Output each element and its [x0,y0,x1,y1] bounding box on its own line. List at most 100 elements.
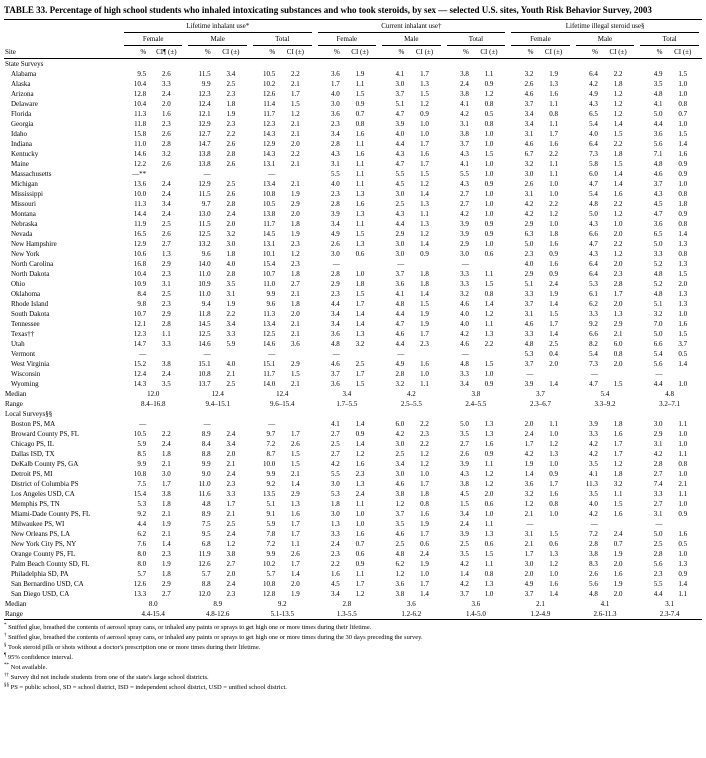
percent-value-cell: 10.0 [262,459,276,468]
percent-value-cell: 5.0 [524,239,534,248]
ci-value-cell: 1.1 [484,559,494,568]
ci-value-cell: 3.8 [161,489,171,498]
ci-value-cell: 0.9 [484,379,494,388]
ci-value-cell: 2.1 [226,509,236,518]
summary-row: Range 8.4–16.8 9.4–15.1 9.6–15.4 1.7–5.5 2.5–… [4,399,702,409]
percent-value-cell: 2.9 [395,229,405,238]
percent-value-cell: 4.6 [460,339,469,348]
ci-value-cell: 3.8 [226,549,236,558]
percent-value-cell: 5.2 [653,259,663,268]
percent-value-cell: 3.7 [653,179,663,188]
summary-value-cell: 2.5–5.5 [400,399,422,408]
ci-value-cell: 2.0 [613,259,623,268]
footnote-marker: § [4,642,7,648]
table-row: Nevada 16.5 2.6 12.5 3.2 14.5 1.9 4.9 1.5 2.9 1.2 3… [4,229,702,239]
percent-value-cell: 10.8 [262,579,276,588]
ci-value-cell: 1.3 [678,289,688,298]
summary-value-cell: 2.6-11.3 [593,609,617,618]
ci-value-cell: 1.2 [613,249,623,258]
percent-value-cell: 5.6 [653,359,663,368]
ci-value-cell: 1.0 [420,469,429,478]
summary-value-cell: 1.3-5.5 [336,609,357,618]
table-row: Tennessee 12.1 2.8 14.5 3.4 13.4 2.1 3.4 1.4 4.7 1… [4,319,702,329]
table-row: Miami-Dade County PS, FL 9.2 2.1 8.9 2.1 9.1 1… [4,509,702,519]
summary-row: Median 12.0 12.4 12.4 3.4 4.2 3.8 3.7 5.4 4.8 [4,389,702,399]
ci-value-cell: 1.9 [291,189,300,198]
ci-value-cell: 1.6 [549,489,558,498]
ci-value-cell: 1.9 [420,519,429,528]
percent-value-cell: 3.5 [589,489,598,498]
ci-value-cell: 1.0 [678,89,688,98]
ci-value-cell: 1.5 [484,359,494,368]
percent-value-cell: 5.3 [589,279,598,288]
percent-value-cell: 12.1 [198,109,211,118]
percent-value-cell: 3.6 [653,219,663,228]
ci-value-cell: 1.1 [484,459,494,468]
summary-value-cell: 1.4-5.0 [465,609,486,618]
percent-value-cell: 5.1 [653,299,663,308]
percent-value-cell: 10.8 [198,369,211,378]
percent-value-cell: 3.0 [331,509,340,518]
percent-value-cell: 4.4 [653,589,663,598]
ci-value-cell: 3.4 [226,69,236,78]
percent-value-cell: 11.0 [198,269,211,278]
percent-value-cell: 12.9 [133,239,147,248]
ci-value-cell: 6.0 [613,339,623,348]
percent-value-cell: 3.4 [524,119,534,128]
percent-value-cell: 3.9 [524,379,534,388]
footnote: † Sniffed glue, breathed the contents of… [4,632,423,641]
ci-value-cell: 1.0 [484,589,494,598]
percent-value-cell: 10.7 [262,269,276,278]
ci-value-cell: 1.3 [484,419,494,428]
percent-value-cell: 7.6 [137,539,147,548]
percent-value-cell: 4.8 [395,549,405,558]
percent-value-cell: 3.7 [395,509,405,518]
ci-value-cell: 2.9 [291,489,300,498]
percent-value-cell: 5.6 [653,559,663,568]
percent-value-cell: 14.3 [262,149,276,158]
percent-value-cell: 13.3 [133,589,147,598]
ci-value-cell: 1.8 [613,149,623,158]
percent-value-cell: 5.1 [395,99,405,108]
footnote-marker: †† [4,673,9,679]
ci-value-cell: 1.3 [291,499,300,508]
ci-value-cell: 0.9 [549,249,558,258]
summary-value-cell: 2.3–6.7 [529,399,551,408]
ci-header: CI (±) [276,45,315,59]
percent-value-cell: 4.4 [137,519,147,528]
percent-value-cell: 3.6 [524,479,534,488]
percent-value-cell: 14.3 [133,379,147,388]
percent-value-cell: 6.4 [589,69,598,78]
ci-value-cell: 0.7 [613,539,623,548]
site-cell: Nebraska [11,219,38,228]
percent-value-cell: 5.3 [137,499,147,508]
percent-value-cell: 15.1 [198,359,211,368]
ci-value-cell: 1.1 [678,589,688,598]
percent-value-cell: 7.5 [201,519,211,528]
ci-value-cell: 3.3 [226,329,236,338]
table-row: DeKalb County PS, GA 9.9 2.1 9.9 2.1 10.0 1.5 4… [4,459,702,469]
ci-value-cell: 0.4 [549,349,558,358]
percent-value-cell: 10.4 [133,269,147,278]
percent-value-cell: — [268,419,276,428]
percent-value-cell: 3.4 [331,129,340,138]
percent-value-cell: 3.0 [395,239,405,248]
percent-value-cell: 4.4 [395,309,405,318]
ci-value-cell: 1.7 [549,479,558,488]
ci-value-cell: 1.6 [549,239,558,248]
ci-value-cell: 0.5 [484,109,494,118]
percent-value-cell: 8.8 [201,449,211,458]
percent-value-cell: 3.1 [524,529,534,538]
ci-value-cell: 2.0 [291,139,300,148]
site-cell: Dallas ISD, TX [11,449,55,458]
ci-value-cell [405,259,443,269]
summary-value-cell: 1.2-4.9 [530,609,551,618]
percent-value-cell: 6.0 [395,419,405,428]
percent-value-cell: 2.7 [460,199,469,208]
ci-value-cell: 1.1 [355,499,365,508]
ci-value-cell: 0.9 [678,169,688,178]
percent-value-cell: 3.4 [460,379,469,388]
ci-value-cell: 1.0 [484,189,494,198]
ci-value-cell: 1.9 [613,549,623,558]
ci-value-cell: 1.4 [549,299,558,308]
